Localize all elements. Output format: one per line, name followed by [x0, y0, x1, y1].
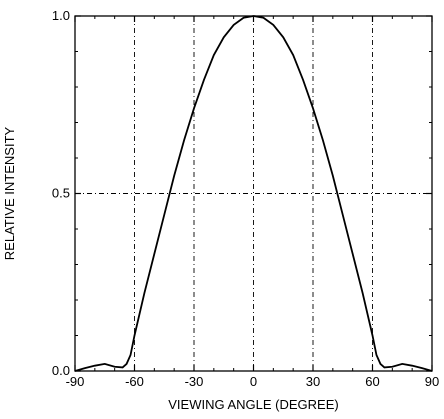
x-tick-label: 90: [425, 374, 439, 389]
x-tick-labels: -90 -60 -30 0 30 60 90: [66, 374, 440, 389]
x-axis-label: VIEWING ANGLE (DEGREE): [168, 397, 338, 412]
x-tick-label: 60: [365, 374, 379, 389]
axis-ticks: [74, 15, 433, 372]
grid: [75, 16, 432, 371]
y-tick-labels: 0.0 0.5 1.0: [52, 8, 70, 378]
y-tick-label: 1.0: [52, 8, 70, 23]
x-tick-label: -90: [66, 374, 85, 389]
x-tick-label: -60: [125, 374, 144, 389]
y-axis-label: RELATIVE INTENSITY: [2, 126, 17, 260]
y-tick-label: 0.0: [52, 363, 70, 378]
x-tick-label: -30: [185, 374, 204, 389]
x-tick-label: 0: [250, 374, 257, 389]
y-tick-label: 0.5: [52, 186, 70, 201]
x-tick-label: 30: [306, 374, 320, 389]
